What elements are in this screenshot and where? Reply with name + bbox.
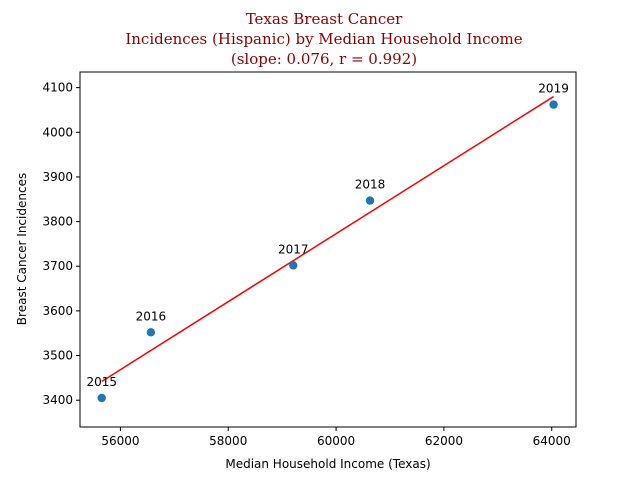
chart-title-line-1: Texas Breast Cancer: [246, 10, 403, 28]
x-tick-label: 58000: [209, 434, 247, 448]
y-tick-label: 3900: [42, 170, 73, 184]
x-tick-label: 64000: [533, 434, 571, 448]
x-tick-label: 62000: [425, 434, 463, 448]
fit-line: [101, 95, 554, 383]
y-tick-label: 4000: [42, 125, 73, 139]
y-tick-label: 3500: [42, 349, 73, 363]
data-label-2018: 2018: [355, 178, 386, 192]
chart-title-line-2: Incidences (Hispanic) by Median Househol…: [125, 30, 522, 48]
y-axis-label: Breast Cancer Incidences: [15, 173, 29, 325]
y-tick-label: 3700: [42, 259, 73, 273]
data-label-2016: 2016: [136, 309, 167, 323]
y-tick-label: 3400: [42, 393, 73, 407]
plot-area: 56000 58000 60000 62000 64000 3400 3500 3600 370…: [42, 81, 570, 448]
x-tick-label: 56000: [101, 434, 139, 448]
x-axis-label: Median Household Income (Texas): [225, 457, 430, 471]
data-point-2015: [97, 393, 106, 403]
plot-frame: [79, 71, 577, 428]
data-label-2015: 2015: [86, 375, 117, 389]
x-tick-label: 60000: [317, 434, 355, 448]
data-point-2016: [146, 328, 156, 337]
data-point-2017: [289, 261, 298, 270]
chart-title-line-3: (slope: 0.076, r = 0.992): [231, 50, 417, 68]
y-tick-label: 4100: [42, 81, 73, 95]
y-tick-label: 3600: [42, 304, 73, 318]
data-point-2018: [365, 196, 375, 205]
data-label-2019: 2019: [538, 82, 569, 96]
data-label-2017: 2017: [278, 242, 309, 256]
data-point-2019: [549, 100, 558, 109]
y-tick-label: 3800: [42, 215, 73, 229]
